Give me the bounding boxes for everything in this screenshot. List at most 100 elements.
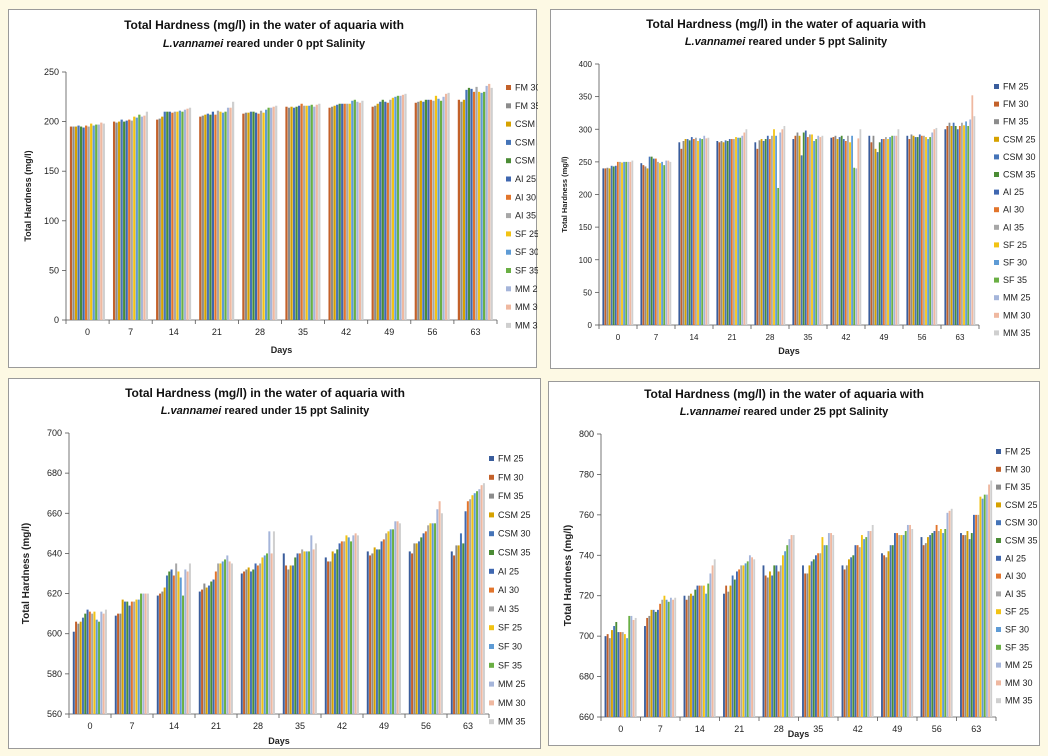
- y-tick-label: 200: [44, 117, 59, 127]
- bar: [224, 111, 227, 321]
- legend-item: MM 25: [994, 293, 1031, 303]
- bar: [900, 535, 903, 717]
- bar: [242, 113, 245, 320]
- legend-swatch: [994, 295, 999, 301]
- bar: [177, 571, 180, 714]
- bar: [942, 533, 945, 717]
- bar: [648, 615, 651, 717]
- bar: [779, 132, 782, 325]
- bar: [891, 545, 894, 717]
- bar: [756, 148, 759, 325]
- bar: [163, 111, 166, 321]
- bar: [254, 563, 257, 714]
- bar: [973, 514, 975, 717]
- bar: [777, 571, 780, 717]
- bar: [887, 139, 889, 325]
- bar: [722, 142, 725, 325]
- bar: [350, 541, 353, 714]
- bar: [667, 160, 670, 325]
- x-tick-label: 28: [253, 721, 263, 731]
- bar: [128, 119, 131, 320]
- legend-label: CSM 35: [498, 548, 531, 558]
- legend-swatch: [994, 189, 999, 195]
- bar: [838, 137, 841, 325]
- bar: [457, 545, 460, 714]
- bar: [82, 127, 85, 320]
- x-tick-label: 63: [470, 327, 480, 337]
- bar: [973, 116, 976, 325]
- bar: [140, 116, 143, 320]
- bar: [386, 102, 389, 320]
- bar: [619, 161, 621, 325]
- legend-label: CSM 25: [1003, 134, 1036, 144]
- subtitle-rest: reared under 0 ppt Salinity: [223, 38, 366, 50]
- bar: [933, 129, 936, 325]
- legend-swatch: [996, 449, 1001, 454]
- bar: [798, 135, 801, 325]
- bar: [87, 126, 90, 320]
- bar: [809, 134, 811, 325]
- bar: [72, 126, 75, 320]
- bar: [102, 123, 105, 320]
- legend-label: SF 30: [498, 642, 522, 652]
- bar: [880, 139, 883, 325]
- bar: [88, 611, 91, 714]
- bar: [121, 599, 124, 714]
- legend-label: AI 35: [498, 604, 519, 614]
- bar: [226, 555, 229, 714]
- chart-panel-25ppt: Total Hardness (mg/l) in the water of aq…: [548, 381, 1040, 746]
- bar: [895, 135, 898, 325]
- bar: [678, 142, 681, 325]
- bar: [602, 168, 605, 325]
- bar: [960, 533, 962, 717]
- y-tick-label: 660: [579, 712, 594, 722]
- bar: [812, 559, 815, 717]
- x-tick-label: 35: [298, 327, 308, 337]
- legend-item: FM 30: [506, 83, 538, 93]
- chart-title: Total Hardness (mg/l) in the water of aq…: [646, 17, 926, 31]
- legend-item: SF 25: [489, 623, 522, 633]
- bar: [415, 543, 418, 714]
- y-tick-label: 560: [47, 709, 62, 719]
- bar: [889, 137, 891, 325]
- legend-item: AI 25: [994, 187, 1024, 197]
- bar: [429, 99, 433, 320]
- bar: [427, 525, 430, 714]
- bar: [843, 569, 846, 717]
- legend-item: MM 30: [994, 310, 1031, 320]
- y-tick-label: 0: [588, 321, 593, 330]
- bar: [352, 535, 355, 714]
- bar: [811, 134, 813, 325]
- bar: [950, 508, 953, 717]
- bar: [188, 107, 192, 320]
- bar: [214, 114, 217, 320]
- x-tick-label: 35: [813, 724, 823, 734]
- bar: [608, 168, 611, 325]
- x-tick-label: 7: [654, 333, 659, 342]
- legend-swatch: [489, 606, 494, 612]
- bar: [214, 571, 217, 714]
- bar: [354, 533, 357, 714]
- bar: [766, 577, 769, 717]
- bar: [183, 109, 187, 320]
- y-tick-label: 50: [583, 288, 592, 297]
- bar: [728, 139, 731, 325]
- bar: [257, 113, 260, 320]
- bar: [444, 93, 448, 320]
- bar: [219, 563, 222, 714]
- legend-swatch: [489, 719, 494, 725]
- legend-swatch: [996, 627, 1001, 632]
- y-tick-label: 100: [44, 216, 59, 226]
- bar: [201, 115, 204, 320]
- bar: [471, 495, 474, 714]
- legend-item: MM 35: [489, 717, 526, 727]
- bar: [389, 99, 392, 320]
- bar: [434, 95, 438, 320]
- bar: [373, 547, 376, 714]
- bar: [206, 113, 209, 320]
- bar: [852, 555, 855, 717]
- bar: [347, 537, 350, 714]
- bar: [262, 112, 265, 320]
- bar: [184, 569, 187, 714]
- bar: [432, 100, 435, 320]
